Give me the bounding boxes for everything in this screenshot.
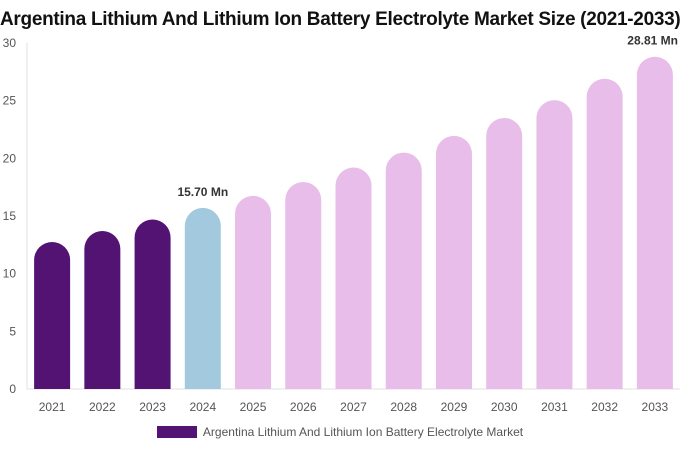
y-tick-label: 20 (3, 151, 17, 165)
bar-2021 (34, 241, 71, 389)
bar-2029 (435, 135, 472, 389)
x-tick-label: 2033 (642, 400, 669, 414)
x-tick-label: 2026 (290, 400, 317, 414)
legend: Argentina Lithium And Lithium Ion Batter… (0, 425, 680, 439)
bar-2028 (385, 152, 422, 389)
bar-2026 (285, 181, 322, 389)
x-tick-label: 2032 (591, 400, 618, 414)
bar-2022 (84, 230, 121, 389)
data-label: 15.70 Mn (177, 185, 228, 199)
chart-title: Argentina Lithium And Lithium Ion Batter… (0, 9, 680, 30)
x-tick-label: 2021 (39, 400, 66, 414)
y-tick-label: 25 (3, 94, 17, 108)
y-tick-label: 30 (3, 36, 17, 50)
x-tick-label: 2022 (89, 400, 116, 414)
legend-label: Argentina Lithium And Lithium Ion Batter… (202, 425, 524, 439)
x-tick-label: 2027 (340, 400, 367, 414)
bar-2030 (486, 117, 523, 389)
data-label: 28.81 Mn (627, 34, 678, 48)
bar-2023 (134, 219, 171, 389)
x-tick-label: 2024 (189, 400, 216, 414)
legend-swatch (156, 426, 197, 438)
x-tick-label: 2028 (390, 400, 417, 414)
y-tick-label: 10 (3, 267, 17, 281)
x-tick-label: 2025 (240, 400, 267, 414)
bar-2024 (184, 207, 221, 389)
bar-2033 (636, 56, 673, 389)
x-tick-label: 2031 (541, 400, 568, 414)
y-tick-label: 0 (9, 382, 16, 396)
x-tick-label: 2030 (491, 400, 518, 414)
y-tick-label: 15 (3, 209, 17, 223)
bar-2025 (235, 195, 272, 389)
bar-2027 (335, 167, 372, 389)
y-tick-label: 5 (9, 324, 16, 338)
x-tick-label: 2023 (139, 400, 166, 414)
bar-2031 (536, 100, 573, 389)
x-tick-label: 2029 (441, 400, 468, 414)
bar-2032 (586, 78, 623, 389)
